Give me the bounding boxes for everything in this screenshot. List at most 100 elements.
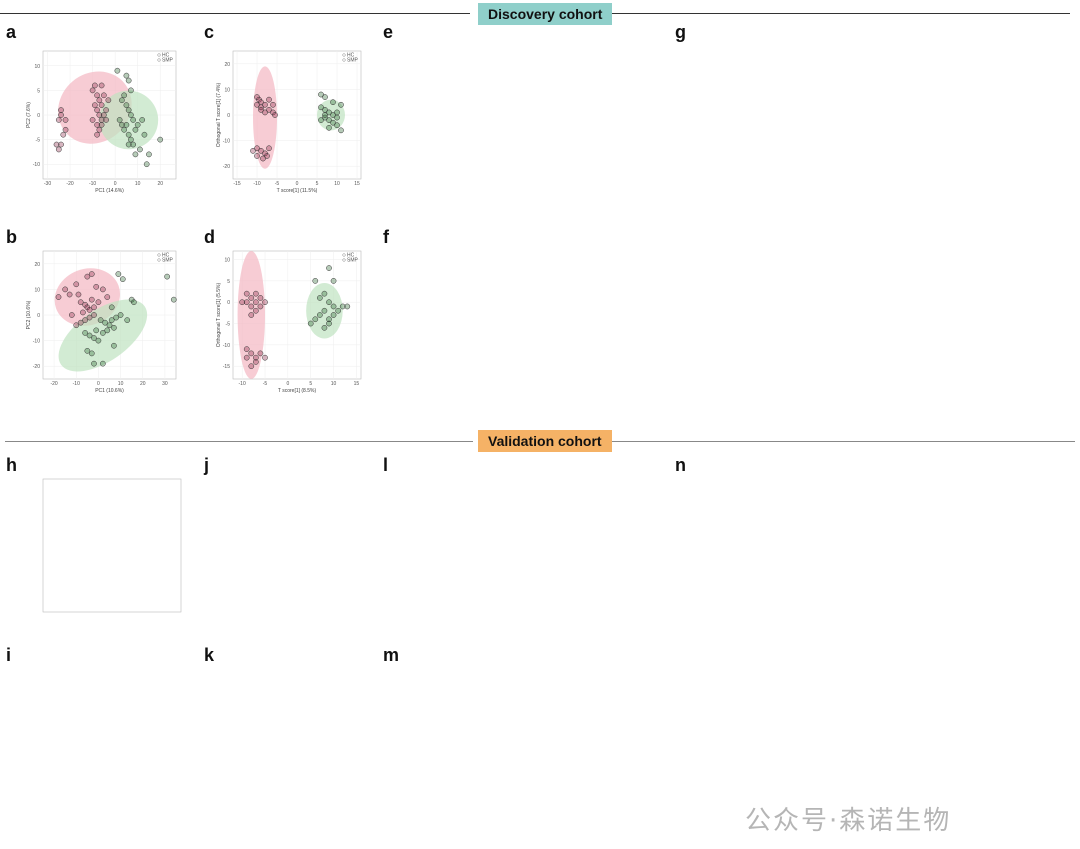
- legend-label: SMP: [162, 58, 174, 64]
- data-point-hc: [253, 290, 259, 297]
- validation-divider-left: [5, 441, 473, 442]
- data-point-hc: [75, 291, 82, 298]
- data-point-smp: [146, 151, 152, 158]
- data-point-smp: [115, 271, 122, 277]
- x-tick-label: 10: [135, 181, 141, 187]
- data-point-smp: [318, 91, 324, 98]
- data-point-hc: [91, 312, 97, 318]
- x-tick-label: 20: [157, 181, 163, 187]
- data-point-hc: [272, 112, 278, 118]
- data-point-smp: [321, 324, 328, 331]
- panel-label-i: i: [6, 645, 12, 665]
- data-point-smp: [137, 146, 143, 153]
- data-point-hc: [101, 112, 107, 118]
- data-point-hc: [89, 87, 96, 94]
- panel-label-f: f: [383, 227, 389, 247]
- data-point-smp: [93, 327, 100, 334]
- data-point-hc: [98, 82, 105, 89]
- data-point-smp: [334, 114, 340, 121]
- data-point-smp: [114, 67, 121, 74]
- data-point-hc: [73, 281, 80, 288]
- data-point-smp: [106, 322, 113, 329]
- data-point-hc: [258, 107, 264, 113]
- data-point-smp: [119, 97, 125, 104]
- panel-label-j: j: [204, 455, 210, 475]
- data-point-smp: [117, 312, 124, 318]
- data-point-hc: [260, 155, 266, 162]
- data-point-hc: [103, 107, 109, 113]
- watermark: 公众号·森诺生物: [745, 806, 952, 836]
- data-point-hc: [101, 92, 107, 99]
- panel-label-g: g: [675, 22, 686, 42]
- pca-plot-h: [42, 478, 182, 613]
- data-point-hc: [80, 309, 86, 316]
- legend-label: SMP: [347, 58, 359, 64]
- data-point-smp: [91, 335, 97, 341]
- data-point-smp: [312, 316, 319, 323]
- legend-marker: [342, 58, 346, 62]
- data-point-hc: [96, 126, 103, 133]
- data-point-smp: [88, 350, 95, 357]
- data-point-hc: [91, 304, 97, 311]
- y-tick-label: 10: [34, 287, 40, 293]
- data-point-hc: [53, 141, 60, 148]
- legend-label: HC: [162, 53, 170, 59]
- data-point-smp: [102, 319, 108, 326]
- legend-label: HC: [347, 253, 355, 259]
- panel-label-d: d: [204, 227, 215, 247]
- data-point-smp: [125, 107, 132, 113]
- data-point-smp: [143, 161, 150, 168]
- y-tick-label: -10: [33, 162, 40, 168]
- data-point-smp: [113, 314, 120, 321]
- data-point-smp: [318, 117, 324, 123]
- data-point-hc: [243, 290, 250, 297]
- confidence-ellipse-hc: [237, 251, 265, 379]
- data-point-smp: [330, 278, 337, 284]
- legend-marker: [157, 58, 161, 62]
- data-point-hc: [91, 102, 98, 109]
- x-tick-label: 20: [140, 381, 146, 387]
- data-point-smp: [130, 141, 137, 148]
- data-point-hc: [77, 319, 84, 326]
- confidence-ellipse-smp: [99, 90, 159, 150]
- data-point-hc: [253, 299, 259, 306]
- data-point-hc: [93, 283, 100, 290]
- validation-divider-right: [608, 441, 1075, 442]
- data-point-hc: [94, 92, 100, 99]
- data-point-smp: [141, 131, 148, 138]
- panel-label-a: a: [6, 22, 17, 42]
- data-point-hc: [89, 117, 96, 123]
- data-point-hc: [266, 96, 272, 103]
- data-point-smp: [344, 303, 351, 310]
- data-point-hc: [262, 101, 268, 108]
- data-point-hc: [243, 346, 250, 352]
- y-tick-label: 5: [37, 88, 40, 94]
- data-point-hc: [248, 303, 255, 310]
- x-tick-label: 0: [114, 181, 117, 187]
- legend-marker: [342, 253, 346, 257]
- data-point-smp: [330, 312, 337, 318]
- data-point-smp: [132, 151, 139, 158]
- data-point-hc: [55, 146, 62, 153]
- x-tick-label: -30: [44, 181, 51, 187]
- y-tick-label: 10: [34, 64, 40, 70]
- x-axis-label: PC1 (14.6%): [95, 188, 124, 194]
- x-tick-label: 30: [162, 381, 168, 387]
- data-point-smp: [116, 117, 123, 123]
- data-point-smp: [322, 94, 328, 100]
- data-point-smp: [170, 296, 177, 303]
- discovery-cohort-banner: Discovery cohort: [478, 3, 613, 25]
- panel-label-h: h: [6, 455, 17, 475]
- data-point-hc: [262, 354, 268, 361]
- y-tick-label: -5: [36, 138, 41, 144]
- data-point-hc: [264, 153, 270, 159]
- data-point-smp: [139, 117, 146, 123]
- data-point-smp: [330, 99, 336, 106]
- y-tick-label: -10: [33, 339, 40, 345]
- data-point-smp: [123, 121, 130, 128]
- data-point-hc: [248, 312, 255, 318]
- panel-label-n: n: [675, 455, 686, 475]
- data-point-smp: [164, 273, 170, 280]
- data-point-smp: [326, 299, 332, 306]
- data-point-smp: [121, 126, 128, 133]
